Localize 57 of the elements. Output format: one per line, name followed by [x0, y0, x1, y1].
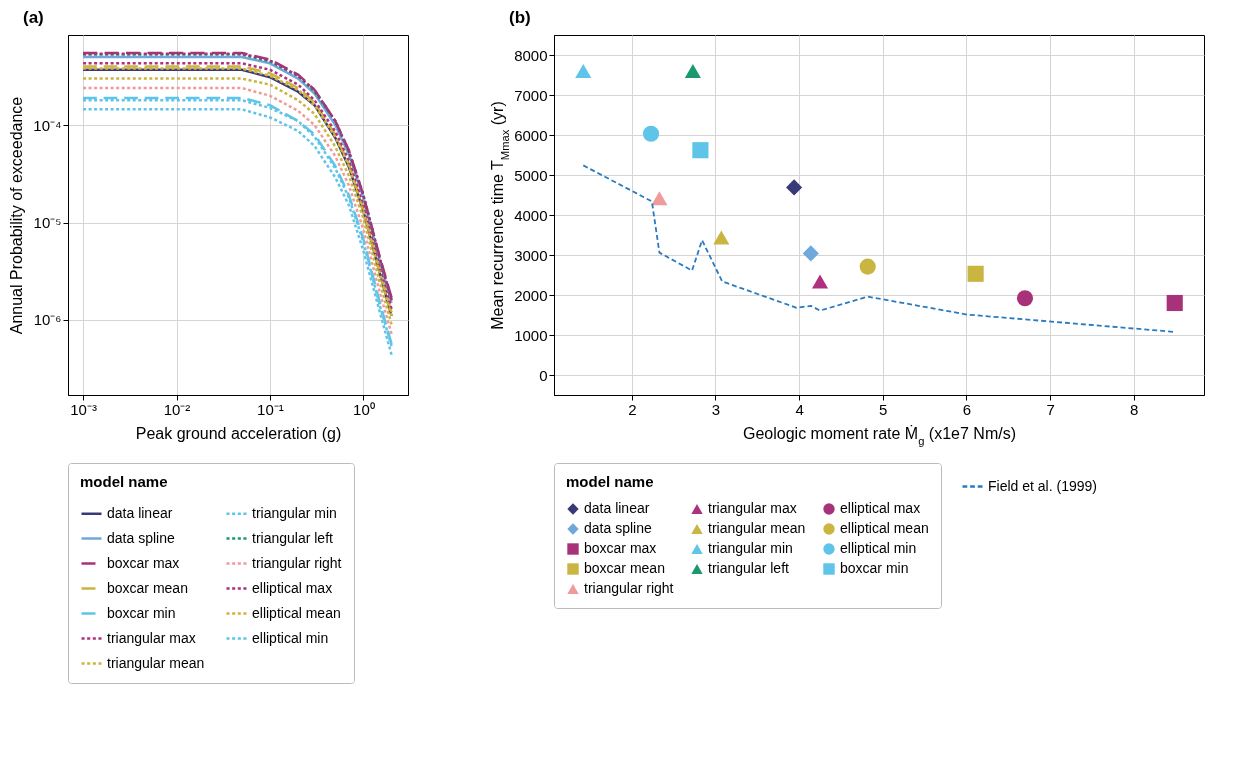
- y-tick-label: 3000: [514, 246, 548, 264]
- legend-label: boxcar min: [840, 560, 909, 576]
- legend-label: boxcar min: [107, 604, 176, 621]
- legend-label: triangular left: [708, 560, 790, 576]
- legend-label: triangular max: [708, 500, 797, 516]
- legend-label: triangular mean: [708, 520, 806, 536]
- x-tick-label: 6: [962, 400, 972, 418]
- legend-label: elliptical min: [252, 629, 329, 646]
- legend-label: data spline: [107, 529, 175, 546]
- x-tick-label: 8: [1130, 400, 1139, 418]
- x-tick-label: 10⁻³: [70, 400, 97, 418]
- x-tick-label: 5: [879, 400, 888, 418]
- x-tick-label: 10⁻¹: [257, 400, 284, 418]
- legend-label: triangular max: [107, 629, 196, 646]
- legend-label: triangular right: [584, 580, 674, 596]
- legend-label: triangular left: [252, 529, 334, 546]
- x-axis-title: Peak ground acceleration (g): [135, 424, 342, 442]
- y-tick-label: 0: [539, 366, 548, 384]
- x-tick-label: 3: [711, 400, 721, 418]
- y-tick-label: 1000: [514, 326, 548, 344]
- legend-title: model name: [80, 473, 168, 490]
- legend-label: elliptical max: [252, 579, 333, 596]
- y-tick-label: 2000: [514, 286, 548, 304]
- x-tick-label: 10⁰: [353, 400, 375, 418]
- legend-label: triangular right: [252, 554, 342, 571]
- legend-label: elliptical min: [840, 540, 917, 556]
- y-tick-label: 4000: [514, 206, 548, 224]
- legend-label: data spline: [584, 520, 652, 536]
- x-tick-label: 7: [1046, 400, 1055, 418]
- chart-title: (b): [509, 8, 531, 27]
- y-tick-label: 6000: [514, 126, 548, 144]
- x-tick-label: 10⁻²: [163, 400, 191, 418]
- y-axis-title: Annual Probability of exceedance: [8, 96, 26, 335]
- x-axis-title: Geologic moment rate Ṁ$_{g}$ (x1e7 Nm/s): [743, 423, 1016, 447]
- chart-title: (a): [23, 8, 44, 27]
- legend-label: elliptical mean: [252, 604, 341, 621]
- legend-label: data linear: [107, 504, 173, 521]
- y-tick-label: 7000: [514, 86, 548, 104]
- legend-label: Field et al. (1999): [988, 477, 1097, 494]
- legend-label: boxcar max: [584, 540, 657, 556]
- legend-label: triangular min: [252, 504, 337, 521]
- y-tick-label: 10⁻⁴: [33, 116, 62, 134]
- legend-label: data linear: [584, 500, 650, 516]
- legend-label: elliptical max: [840, 500, 921, 516]
- legend-title: model name: [566, 473, 654, 490]
- legend-label: boxcar max: [107, 554, 180, 571]
- y-tick-label: 5000: [514, 166, 548, 184]
- y-tick-label: 10⁻⁶: [33, 311, 62, 329]
- legend-label: triangular mean: [107, 654, 205, 671]
- x-tick-label: 4: [795, 400, 804, 418]
- legend-label: triangular min: [708, 540, 793, 556]
- y-tick-label: 8000: [514, 46, 548, 64]
- legend-label: boxcar mean: [584, 560, 665, 576]
- legend-label: elliptical mean: [840, 520, 929, 536]
- x-tick-label: 2: [628, 400, 637, 418]
- legend-label: boxcar mean: [107, 579, 188, 596]
- y-tick-label: 10⁻⁵: [33, 214, 62, 232]
